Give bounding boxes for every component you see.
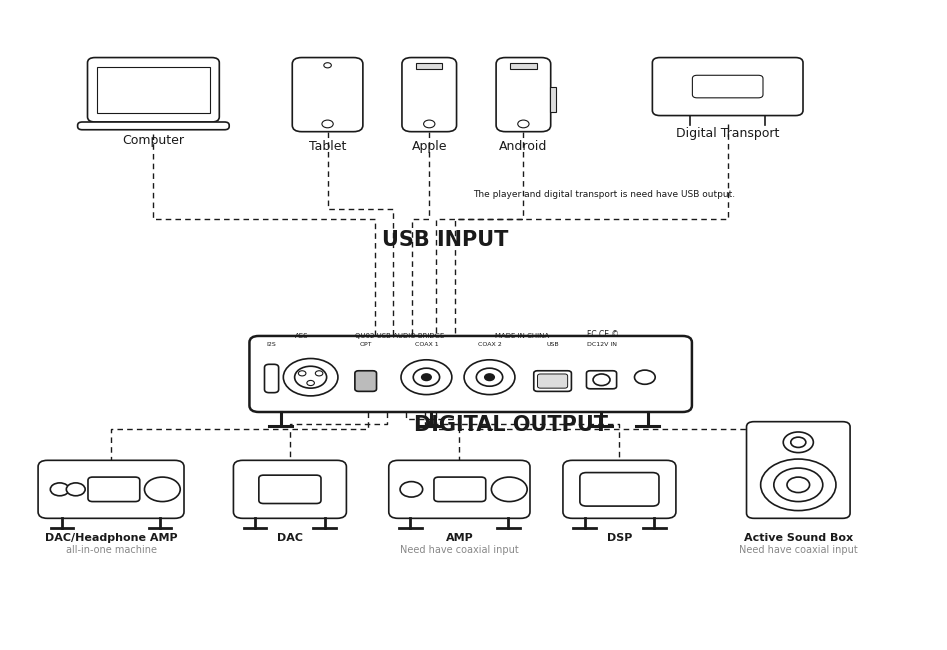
Text: COAX 1: COAX 1 xyxy=(415,342,438,347)
Circle shape xyxy=(324,62,331,68)
Circle shape xyxy=(423,120,435,128)
Circle shape xyxy=(322,120,333,128)
Circle shape xyxy=(760,459,836,511)
Circle shape xyxy=(787,477,810,493)
Text: MADE IN CHINA: MADE IN CHINA xyxy=(495,333,549,339)
Circle shape xyxy=(421,374,431,380)
Text: Active Sound Box: Active Sound Box xyxy=(743,532,853,543)
FancyBboxPatch shape xyxy=(264,364,278,393)
Bar xyxy=(550,86,556,112)
Circle shape xyxy=(315,370,323,376)
Text: DIGITAL OUTPUT: DIGITAL OUTPUT xyxy=(414,415,608,436)
Circle shape xyxy=(413,368,439,386)
Circle shape xyxy=(401,360,452,395)
Bar xyxy=(510,62,537,69)
Circle shape xyxy=(491,477,527,502)
Text: DAC/Headphone AMP: DAC/Headphone AMP xyxy=(45,532,177,543)
Text: Android: Android xyxy=(499,140,547,153)
Circle shape xyxy=(50,483,69,496)
Bar xyxy=(97,66,210,113)
FancyBboxPatch shape xyxy=(402,58,456,132)
Text: OPT: OPT xyxy=(360,342,372,347)
FancyBboxPatch shape xyxy=(580,473,659,506)
Text: Apple: Apple xyxy=(412,140,447,153)
Bar xyxy=(416,62,442,69)
Text: FC CE ©: FC CE © xyxy=(586,330,618,339)
Text: QU02 USB AUDIO BRIDGE: QU02 USB AUDIO BRIDGE xyxy=(355,333,445,339)
FancyBboxPatch shape xyxy=(389,460,530,518)
FancyBboxPatch shape xyxy=(293,58,363,132)
Circle shape xyxy=(464,360,515,395)
Text: DAC: DAC xyxy=(277,532,303,543)
FancyBboxPatch shape xyxy=(563,460,676,518)
FancyBboxPatch shape xyxy=(652,58,803,116)
Circle shape xyxy=(518,120,529,128)
Circle shape xyxy=(298,370,306,376)
Circle shape xyxy=(593,374,610,385)
FancyBboxPatch shape xyxy=(249,336,692,412)
FancyBboxPatch shape xyxy=(233,460,347,518)
Circle shape xyxy=(400,482,422,497)
Text: I2S: I2S xyxy=(266,342,276,347)
Text: DSP: DSP xyxy=(607,532,632,543)
Text: AES: AES xyxy=(295,333,308,339)
Circle shape xyxy=(485,374,494,380)
Circle shape xyxy=(307,380,314,385)
Text: DC12V IN: DC12V IN xyxy=(586,342,616,347)
FancyBboxPatch shape xyxy=(355,370,377,391)
Text: AMP: AMP xyxy=(445,532,474,543)
FancyBboxPatch shape xyxy=(746,422,850,518)
Circle shape xyxy=(145,477,180,502)
FancyBboxPatch shape xyxy=(538,374,567,388)
Circle shape xyxy=(66,483,85,496)
Circle shape xyxy=(774,468,823,502)
Text: all-in-one machine: all-in-one machine xyxy=(65,545,156,555)
Circle shape xyxy=(634,370,655,384)
Text: USB: USB xyxy=(546,342,559,347)
FancyBboxPatch shape xyxy=(496,58,551,132)
Text: Computer: Computer xyxy=(122,134,185,147)
Circle shape xyxy=(791,437,806,447)
FancyBboxPatch shape xyxy=(78,122,229,130)
FancyBboxPatch shape xyxy=(88,477,140,502)
FancyBboxPatch shape xyxy=(534,370,571,391)
FancyBboxPatch shape xyxy=(434,477,486,502)
Text: USB INPUT: USB INPUT xyxy=(382,229,509,250)
Circle shape xyxy=(476,368,503,386)
Circle shape xyxy=(283,359,338,396)
FancyBboxPatch shape xyxy=(692,75,763,98)
Text: The player and digital transport is need have USB output.: The player and digital transport is need… xyxy=(474,190,736,199)
FancyBboxPatch shape xyxy=(259,475,321,504)
FancyBboxPatch shape xyxy=(38,460,184,518)
Text: Tablet: Tablet xyxy=(309,140,347,153)
Text: COAX 2: COAX 2 xyxy=(477,342,501,347)
FancyBboxPatch shape xyxy=(87,58,220,122)
Text: Digital Transport: Digital Transport xyxy=(676,127,779,140)
Circle shape xyxy=(783,432,813,452)
FancyBboxPatch shape xyxy=(586,370,616,389)
Text: Need have coaxial input: Need have coaxial input xyxy=(400,545,519,555)
Text: Need have coaxial input: Need have coaxial input xyxy=(739,545,858,555)
Circle shape xyxy=(295,366,327,388)
